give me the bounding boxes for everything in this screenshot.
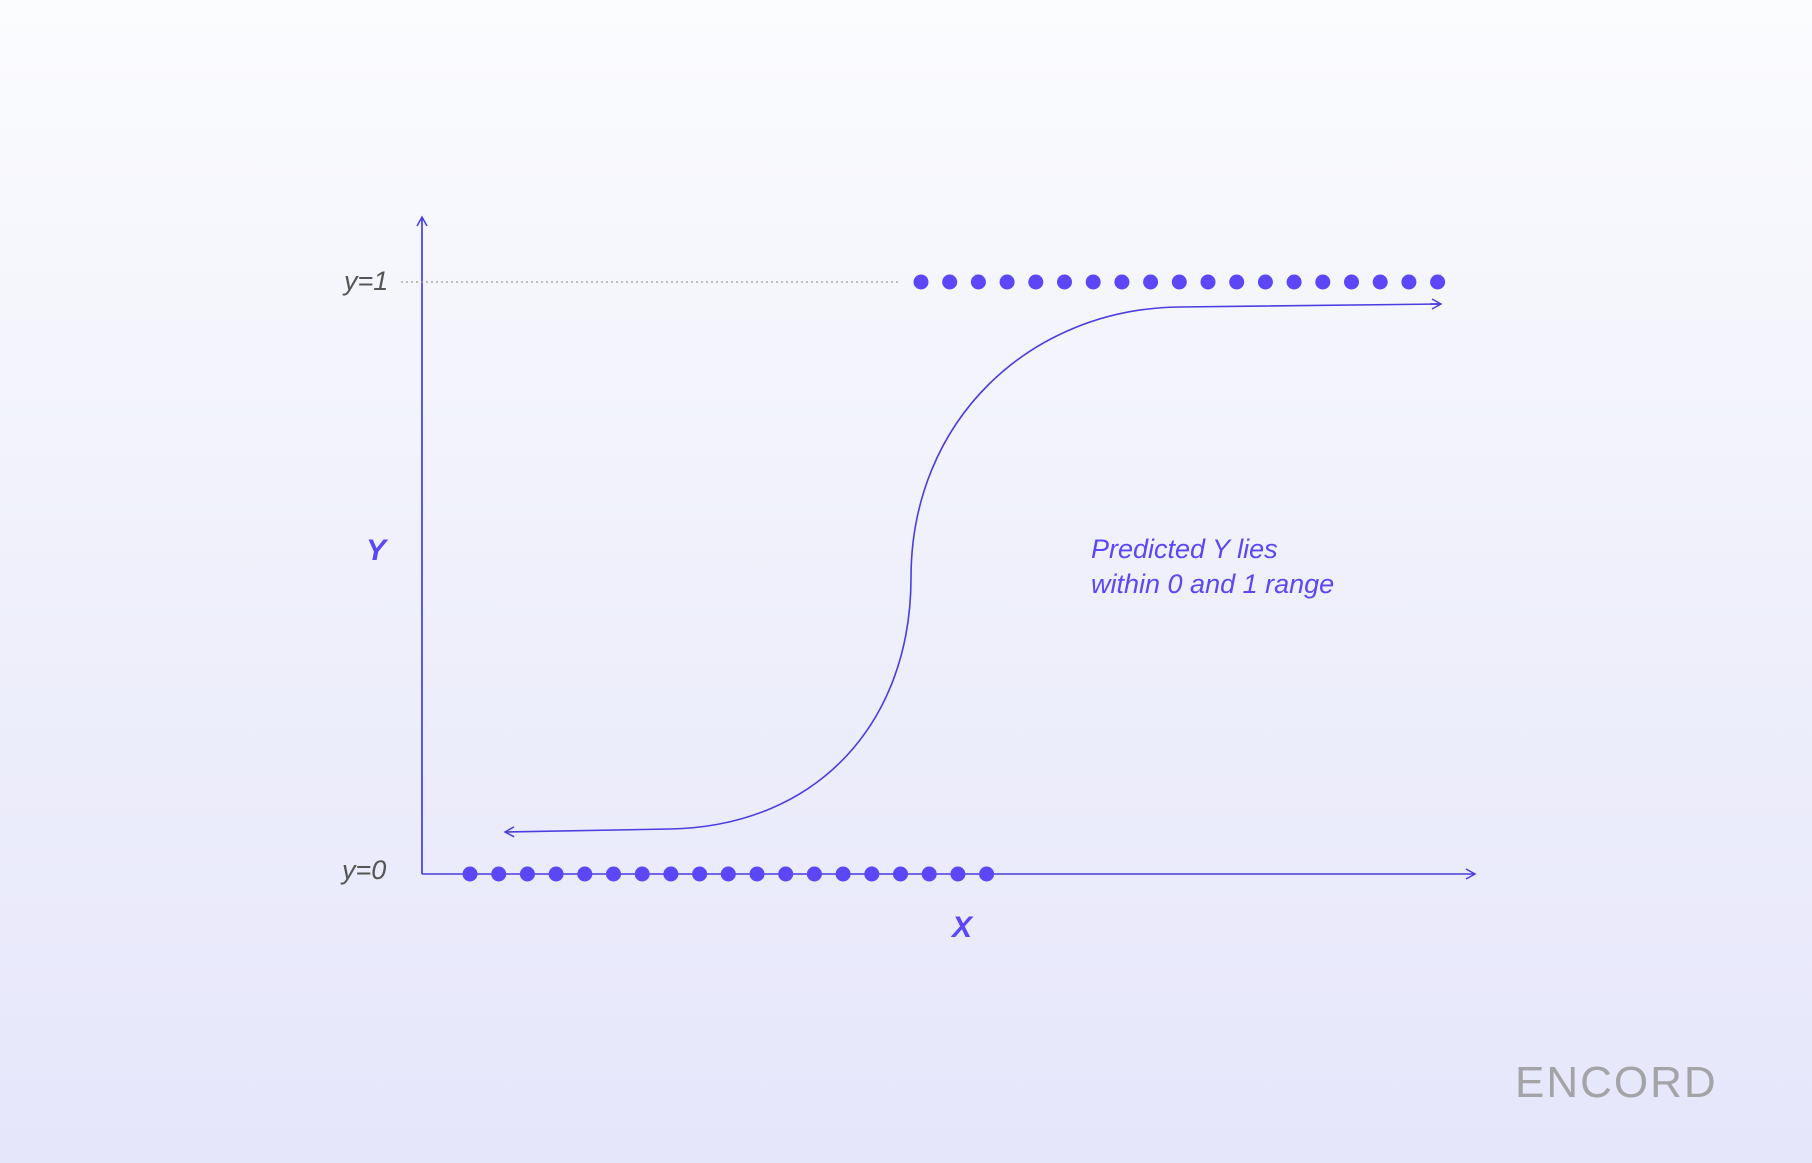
class-1-point (1315, 274, 1331, 290)
class-0-point (864, 866, 880, 882)
class-0-point (835, 866, 851, 882)
class-0-point (692, 866, 708, 882)
class-0-point (606, 866, 621, 882)
class-1-point (1200, 274, 1216, 290)
class-0-point (950, 866, 966, 882)
class-0-point (893, 866, 908, 882)
class-1-point (970, 274, 986, 290)
class-1-point (913, 274, 929, 290)
class-0-point (663, 866, 679, 882)
class-1-point (1286, 274, 1302, 290)
class-1-point (999, 274, 1015, 290)
class-1-point (1430, 274, 1446, 290)
annotation: Predicted Y lies within 0 and 1 range (1091, 532, 1334, 602)
class-1-point (1057, 274, 1072, 290)
class-1-point (1028, 274, 1044, 290)
y-zero-label: y=0 (342, 855, 387, 885)
class-0-point (720, 866, 736, 882)
class-0-point (778, 866, 794, 882)
class-0-point (634, 866, 650, 882)
class-0-point (548, 866, 564, 882)
encord-logo: ENCORD (1515, 1058, 1718, 1107)
class-0-point (749, 866, 765, 882)
class-1-point (1257, 274, 1273, 290)
y-axis-label: Y (366, 534, 387, 567)
class-1-point (1344, 274, 1359, 290)
class-0-point (979, 866, 995, 882)
x-axis-label: X (952, 911, 973, 944)
class-1-point (1401, 274, 1417, 290)
y-one-label: y=1 (344, 266, 389, 296)
class-1-point (1171, 274, 1187, 290)
annotation-line-2: within 0 and 1 range (1091, 569, 1335, 599)
class-1-point (1372, 274, 1388, 290)
class-1-point (942, 274, 958, 290)
class-0-point (462, 866, 478, 882)
class-0-point (519, 866, 535, 882)
class-1-point (1143, 274, 1159, 290)
class-0-point (921, 866, 937, 882)
class-0-point (491, 866, 507, 882)
class-0-point (577, 866, 593, 882)
class-1-point (1114, 274, 1130, 290)
class-1-point (1229, 274, 1245, 290)
sigmoid-curve (503, 303, 1442, 838)
class-1-point (1085, 274, 1101, 290)
annotation-line-1: Predicted Y lies (1091, 534, 1278, 564)
class-0-point (806, 866, 822, 882)
